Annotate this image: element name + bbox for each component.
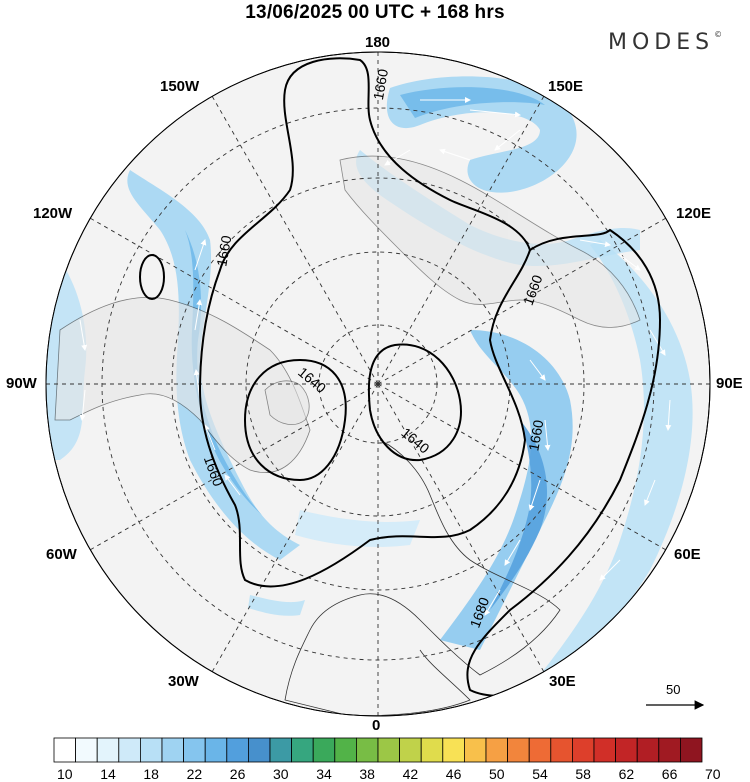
lon-label-30w: 30W	[168, 673, 199, 690]
colorbar-swatch	[334, 737, 357, 763]
colorbar-swatch	[139, 737, 163, 763]
colorbar-tick-label: 70	[705, 766, 721, 782]
colorbar-tick-label: 54	[532, 766, 548, 782]
lon-label-120e: 120E	[676, 205, 712, 222]
lon-label-150w: 150W	[160, 78, 200, 95]
colorbar-swatch	[118, 737, 141, 763]
colorbar-swatch	[161, 737, 185, 763]
colorbar-tick-label: 22	[186, 766, 203, 782]
lon-label-60e: 60E	[674, 546, 701, 563]
lon-label-150e: 150E	[548, 78, 584, 95]
colorbar-swatch	[312, 737, 336, 763]
lon-label-90e: 90E	[716, 375, 743, 392]
colorbar-swatch	[226, 737, 249, 763]
colorbar-swatch	[291, 737, 314, 763]
map-title: 13/06/2025 00 UTC + 168 hrs	[245, 2, 505, 23]
colorbar-swatch	[658, 737, 681, 763]
contour-label-1660-top: 1660	[370, 68, 391, 102]
colorbar-tick-label: 18	[143, 766, 159, 782]
wind-vectors	[79, 97, 672, 616]
colorbar-tick-label: 10	[57, 766, 73, 782]
contour-label-1660-right-lower: 1660	[525, 418, 546, 452]
colorbar-swatch	[183, 737, 206, 763]
brand-logo: MODES©	[608, 30, 723, 55]
colorbar-swatch	[528, 737, 552, 763]
colorbar-swatch	[550, 737, 573, 763]
colorbar-tick-label: 62	[618, 766, 635, 782]
lon-label-180: 180	[365, 34, 391, 51]
colorbar-swatch	[463, 737, 487, 763]
colorbar-tick-label: 50	[489, 766, 505, 782]
colorbar-tick-label: 38	[359, 766, 375, 782]
colorbar-swatch	[485, 737, 509, 763]
colorbar-swatch	[420, 737, 444, 763]
colorbar-swatch	[247, 737, 271, 763]
colorbar-tick-label: 46	[445, 766, 462, 782]
colorbar-swatch	[593, 737, 617, 763]
colorbar-swatch	[507, 737, 530, 763]
colorbar-tick-label: 14	[100, 766, 116, 782]
colorbar-swatch	[377, 737, 401, 763]
colorbar-tick-label: 42	[402, 766, 419, 782]
lon-label-30e: 30E	[549, 673, 576, 690]
colorbar-swatch	[204, 737, 228, 763]
colorbar-tick-label: 58	[575, 766, 591, 782]
lon-label-120w: 120W	[33, 205, 73, 222]
lon-label-90w: 90W	[6, 375, 37, 392]
contour-label-1660-left: 1660	[213, 234, 234, 268]
colorbar-swatch	[355, 737, 379, 763]
colorbar-swatch	[96, 737, 120, 763]
colorbar	[53, 737, 703, 763]
colorbar-swatch	[680, 737, 703, 763]
colorbar-swatch	[75, 737, 98, 763]
colorbar-swatch	[572, 737, 595, 763]
colorbar-swatch	[442, 737, 465, 763]
lon-label-0: 0	[372, 717, 381, 734]
reference-vector-label: 50	[666, 682, 680, 697]
colorbar-tick-label: 30	[273, 766, 289, 782]
colorbar-swatch	[615, 737, 638, 763]
colorbar-tick-label: 66	[661, 766, 678, 782]
lon-label-60w: 60W	[46, 546, 77, 563]
colorbar-tick-label: 34	[316, 766, 332, 782]
colorbar-swatch	[399, 737, 422, 763]
colorbar-swatch	[636, 737, 660, 763]
colorbar-swatch	[269, 737, 293, 763]
colorbar-tick-label: 26	[229, 766, 246, 782]
height-contours	[139, 57, 662, 697]
colorbar-swatch	[53, 737, 77, 763]
